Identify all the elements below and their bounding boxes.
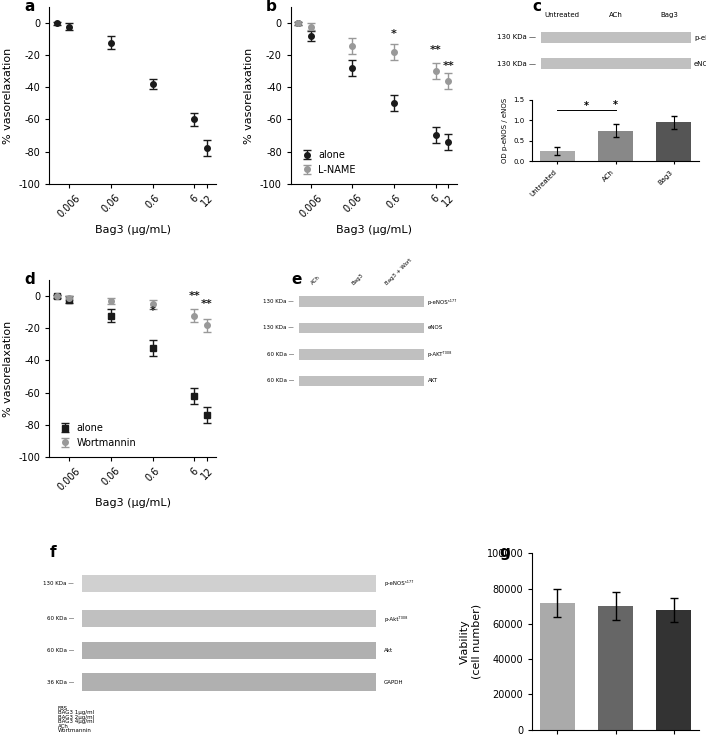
Text: **: ** [430,46,441,55]
Text: GAPDH: GAPDH [384,680,404,685]
Text: 36 KDa —: 36 KDa — [47,680,74,685]
Y-axis label: % vasorelaxation: % vasorelaxation [3,321,13,416]
Y-axis label: OD p-eNOS / eNOS: OD p-eNOS / eNOS [502,98,508,163]
Legend: alone, Wortmannin: alone, Wortmannin [54,419,140,452]
Bar [82,575,376,593]
Bar [82,609,376,627]
Text: ACh: ACh [58,724,68,729]
Text: c: c [532,0,542,13]
Text: d: d [25,272,35,287]
Text: Bag3: Bag3 [660,12,678,18]
Text: ACh: ACh [609,12,623,18]
Bar [598,607,633,730]
Text: g: g [499,545,510,559]
Text: 60 KDa —: 60 KDa — [267,378,294,383]
Bar [82,674,376,691]
Bar [299,323,424,333]
Text: Bag3: Bag3 [351,272,364,286]
Bar [657,609,691,730]
Legend: alone, L-NAME: alone, L-NAME [296,146,359,178]
Y-axis label: % vasorelaxation: % vasorelaxation [244,47,254,144]
X-axis label: Bag3 (μg/mL): Bag3 (μg/mL) [336,225,412,234]
Text: 60 KDa —: 60 KDa — [267,352,294,357]
Text: 60 KDa —: 60 KDa — [47,616,74,621]
Y-axis label: % vasorelaxation: % vasorelaxation [3,47,13,144]
Text: p-Aktᵀ³⁰⁸: p-Aktᵀ³⁰⁸ [384,615,407,621]
Text: *: * [150,306,155,315]
Text: p-eNOSˢ¹⁷⁷: p-eNOSˢ¹⁷⁷ [427,298,457,304]
Text: e: e [291,272,301,287]
Text: 130 KDa —: 130 KDa — [43,581,74,586]
Text: f: f [49,545,56,559]
Text: eNOS: eNOS [694,60,706,67]
Text: p-AKTᵀ³⁰⁸: p-AKTᵀ³⁰⁸ [427,352,452,357]
Text: FBS: FBS [58,706,68,711]
Text: Wortmannin: Wortmannin [58,728,92,733]
Text: 130 KDa —: 130 KDa — [497,35,536,41]
Text: AKT: AKT [427,378,438,383]
Text: 130 KDa —: 130 KDa — [263,299,294,304]
Text: p-eNOSˢ¹⁷⁷: p-eNOSˢ¹⁷⁷ [384,581,414,587]
Bar [299,349,424,360]
Text: BAG3 1μg/ml: BAG3 1μg/ml [58,710,94,716]
Text: *: * [391,29,397,39]
Text: *: * [614,100,618,110]
Text: b: b [266,0,277,13]
Text: ACh: ACh [310,274,321,286]
Bar [541,32,690,43]
Bar [657,122,691,161]
Bar [299,376,424,386]
X-axis label: Bag3 (μg/mL): Bag3 (μg/mL) [95,225,171,234]
Bar [541,58,690,69]
Text: **: ** [189,291,200,301]
Text: Bag3 + Wort: Bag3 + Wort [385,257,414,286]
Text: 60 KDa —: 60 KDa — [47,648,74,653]
Bar [598,130,633,161]
Y-axis label: Viability
(cell number): Viability (cell number) [460,604,481,679]
Bar [82,641,376,659]
Bar [299,296,424,307]
Text: Untreated: Untreated [545,12,580,18]
Text: *: * [584,101,589,111]
Text: **: ** [201,299,213,310]
X-axis label: Bag3 (μg/mL): Bag3 (μg/mL) [95,497,171,508]
Bar [540,151,575,161]
Text: a: a [25,0,35,13]
Text: p-eNOSˢ¹⁷⁷: p-eNOSˢ¹⁷⁷ [694,34,706,41]
Text: 130 KDa —: 130 KDa — [497,60,536,67]
Text: 130 KDa —: 130 KDa — [263,326,294,330]
Text: **: ** [443,61,454,71]
Text: BAG3 2μg/ml: BAG3 2μg/ml [58,715,94,720]
Text: eNOS: eNOS [427,326,443,330]
Text: Akt: Akt [384,648,393,653]
Bar [540,603,575,730]
Text: BAG3 4μg/ml: BAG3 4μg/ml [58,719,94,724]
